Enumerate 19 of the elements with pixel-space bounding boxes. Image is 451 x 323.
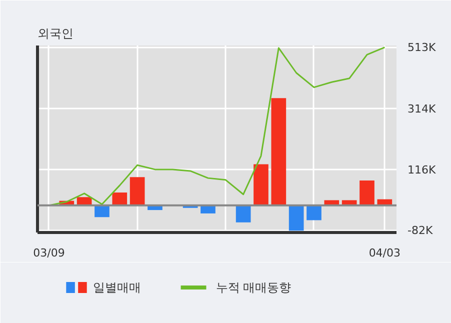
x-tick-label: 04/03 bbox=[368, 246, 401, 260]
x-tick-label: 03/09 bbox=[33, 246, 65, 260]
bar bbox=[112, 192, 128, 206]
y-tick-label: 314K bbox=[408, 102, 436, 116]
legend-label: 일별매매 bbox=[93, 280, 142, 294]
bar bbox=[236, 205, 251, 222]
chart-title: 외국인 bbox=[38, 26, 74, 40]
bar bbox=[271, 98, 286, 206]
bar bbox=[288, 205, 304, 231]
y-tick-label: -82K bbox=[408, 224, 434, 238]
y-tick-label: 513K bbox=[408, 41, 436, 54]
bar bbox=[130, 177, 145, 206]
bar bbox=[306, 205, 322, 220]
bar bbox=[94, 205, 110, 218]
bar bbox=[254, 164, 268, 206]
y-tick-label: 116K bbox=[408, 163, 436, 176]
line-series bbox=[48, 46, 386, 206]
legend-label: 누적 매매동향 bbox=[216, 280, 292, 294]
bar bbox=[360, 180, 374, 206]
